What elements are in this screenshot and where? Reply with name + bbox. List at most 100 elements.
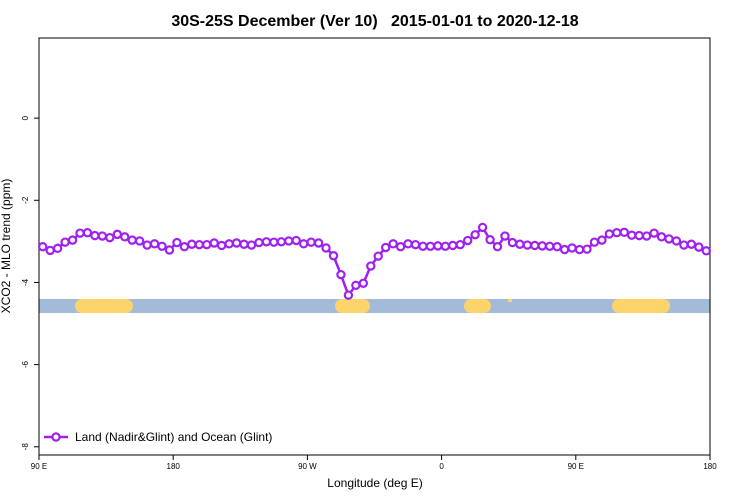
data-point: [433, 241, 443, 251]
data-point: [701, 246, 711, 256]
data-point: [164, 245, 175, 255]
data-point: [134, 236, 145, 246]
data-point: [343, 290, 354, 300]
data-point: [45, 245, 55, 256]
data-point: [336, 269, 346, 280]
data-point: [224, 239, 234, 249]
data-point: [52, 243, 63, 254]
data-point: [500, 231, 510, 241]
data-point: [440, 241, 451, 251]
data-point: [351, 280, 361, 291]
data-point: [686, 239, 697, 249]
surface-strip: [39, 299, 710, 313]
legend-label: Land (Nadir&Glint) and Ocean (Glint): [75, 430, 272, 444]
data-point: [656, 232, 667, 242]
data-point: [298, 239, 309, 249]
data-point: [75, 228, 85, 238]
y-tick-label: -2: [21, 196, 30, 204]
data-point: [612, 228, 622, 238]
data-point: [313, 238, 324, 248]
data-point: [179, 242, 190, 252]
land-strip: [335, 299, 370, 313]
data-point: [537, 241, 547, 251]
data-point: [209, 238, 219, 248]
data-point: [373, 251, 383, 261]
data-point: [552, 242, 562, 252]
y-tick-label: 0: [21, 115, 30, 120]
data-point: [120, 232, 130, 242]
data-point: [403, 239, 413, 249]
data-point: [410, 239, 421, 250]
y-tick-label: -4: [21, 278, 30, 286]
data-point: [321, 243, 331, 253]
data-point: [641, 231, 652, 241]
data-point: [522, 240, 533, 250]
chart-title: 30S-25S December (Ver 10) 2015-01-01 to …: [171, 13, 578, 30]
data-point: [574, 244, 585, 255]
data-point: [582, 244, 592, 254]
data-point: [157, 241, 167, 251]
data-point: [194, 239, 204, 250]
data-point: [380, 242, 391, 253]
data-point: [276, 237, 287, 247]
data-point: [530, 240, 540, 251]
data-point: [604, 229, 615, 239]
data-point: [395, 242, 406, 252]
data-point: [231, 238, 242, 248]
data-point: [679, 240, 689, 250]
data-point: [470, 230, 480, 240]
land-strip: [612, 299, 670, 313]
data-point: [515, 239, 525, 249]
y-axis-label: XCO2 - MLO trend (ppm): [0, 179, 13, 314]
data-point: [597, 235, 607, 245]
y-tick-label: -6: [21, 361, 30, 369]
data-point: [216, 240, 227, 251]
data-point: [127, 235, 137, 245]
x-tick-label: 90 E: [568, 462, 584, 471]
data-point: [425, 241, 436, 251]
data-point: [187, 239, 197, 249]
data-point: [418, 241, 428, 251]
data-point: [90, 230, 100, 241]
legend-marker: [51, 432, 61, 442]
x-tick-label: 180: [703, 462, 717, 471]
x-tick-label: 90 W: [298, 462, 317, 471]
data-point: [254, 237, 264, 248]
data-point: [492, 242, 503, 252]
plot-frame: [38, 37, 711, 456]
y-tick-label: -8: [21, 443, 30, 451]
data-point: [366, 261, 376, 271]
data-point: [202, 239, 212, 250]
x-tick-label: 180: [167, 462, 181, 471]
data-point: [455, 239, 465, 250]
data-point: [664, 234, 674, 244]
data-point: [545, 241, 555, 251]
data-point: [671, 236, 682, 246]
data-point: [627, 230, 637, 240]
data-point: [462, 235, 473, 246]
data-point: [328, 251, 339, 261]
data-point: [306, 237, 316, 247]
data-point: [559, 244, 570, 255]
data-point: [97, 231, 108, 241]
x-tick-label: 90 E: [31, 462, 47, 471]
land-strip: [464, 299, 491, 313]
data-point: [477, 222, 488, 233]
data-point: [358, 278, 369, 288]
data-point: [239, 239, 249, 249]
data-point: [269, 237, 279, 247]
data-point: [60, 237, 70, 247]
x-tick-label: 0: [439, 462, 444, 471]
data-point: [567, 243, 577, 253]
data-point: [448, 240, 458, 251]
land-strip: [508, 299, 512, 302]
data-point: [67, 235, 78, 245]
data-point: [38, 242, 48, 252]
x-axis-label: Longitude (deg E): [327, 476, 422, 490]
data-point: [291, 235, 301, 246]
data-point: [649, 228, 659, 238]
data-point: [634, 230, 644, 241]
data-point: [172, 237, 182, 248]
data-point: [694, 242, 704, 252]
